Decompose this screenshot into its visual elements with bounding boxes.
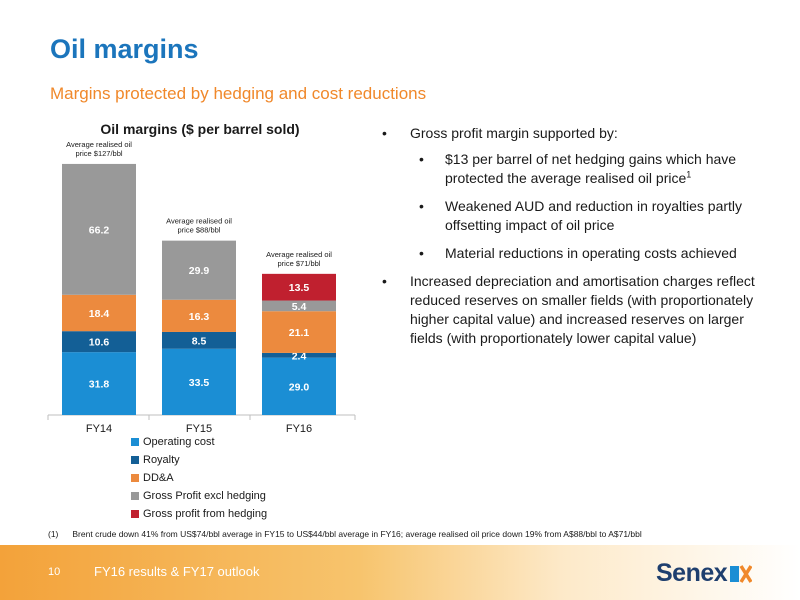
footnote-text: Brent crude down 41% from US$74/bbl aver…: [72, 529, 642, 539]
legend-label: Operating cost: [143, 436, 215, 448]
footnote-number: (1): [48, 529, 59, 539]
sub-bullet-aud: • Weakened AUD and reduction in royaltie…: [382, 197, 777, 235]
legend-swatch: [131, 456, 139, 464]
bullet-text: Increased depreciation and amortisation …: [410, 273, 755, 346]
data-label: 29.0: [289, 381, 310, 393]
bar-segment: [62, 294, 136, 332]
bar-segment: [162, 240, 236, 300]
x-tick-label: FY16: [286, 423, 312, 435]
bar-annotation: Average realised oil: [66, 140, 132, 149]
data-label: 13.5: [289, 282, 310, 294]
bar-segment: [262, 273, 336, 301]
bar-annotation: price $71/bbl: [278, 259, 321, 268]
bar-segment: [62, 352, 136, 415]
legend-item: Operating cost: [131, 433, 267, 451]
legend-item: DD&A: [131, 469, 267, 487]
data-label: 21.1: [289, 327, 310, 339]
footnote-ref: 1: [686, 169, 692, 180]
bullet-text: Material reductions in operating costs a…: [445, 245, 737, 261]
data-label: 8.5: [192, 335, 207, 347]
bullet-text: Weakened AUD and reduction in royalties …: [445, 198, 743, 233]
bullet-marker: •: [382, 273, 387, 289]
bar-segment: [162, 348, 236, 415]
bar-segment: [262, 311, 336, 353]
data-label: 66.2: [89, 224, 110, 236]
bar-segment: [162, 331, 236, 349]
legend-item: Gross Profit excl hedging: [131, 487, 267, 505]
logo-mark-icon: [730, 564, 753, 583]
bar-annotation: price $127/bbl: [75, 149, 122, 158]
data-label: 5.4: [292, 301, 307, 313]
bar-segment: [62, 163, 136, 295]
chart-legend: Operating cost Royalty DD&A Gross Profit ex…: [131, 433, 267, 523]
bar-segment: [162, 299, 236, 332]
bar-segment: [62, 331, 136, 353]
legend-swatch: [131, 492, 139, 500]
legend-label: Gross profit from hedging: [143, 508, 268, 520]
x-tick-label: FY14: [86, 423, 112, 435]
bar-annotation: Average realised oil: [166, 217, 232, 226]
bar-segment: [262, 300, 336, 312]
bullet-list: • Gross profit margin supported by: • $1…: [382, 124, 777, 355]
legend-swatch: [131, 510, 139, 518]
bullet-text: $13 per barrel of net hedging gains whic…: [445, 151, 737, 186]
bullet-gross-profit: • Gross profit margin supported by:: [382, 124, 777, 143]
bullet-marker: •: [419, 245, 424, 261]
legend-item: Gross profit from hedging: [131, 505, 267, 523]
sub-bullet-hedging: • $13 per barrel of net hedging gains wh…: [382, 150, 777, 188]
bar-segment: [262, 357, 336, 415]
bar-annotation: Average realised oil: [266, 250, 332, 259]
footnote: (1) Brent crude down 41% from US$74/bbl a…: [48, 529, 642, 539]
footer-text: FY16 results & FY17 outlook: [94, 564, 260, 579]
bar-segment: [262, 352, 336, 358]
bullet-marker: •: [419, 151, 424, 167]
senex-logo: Senex: [656, 559, 753, 588]
bullet-marker: •: [419, 198, 424, 214]
bullet-marker: •: [382, 125, 387, 141]
legend-label: DD&A: [143, 472, 174, 484]
data-label: 16.3: [189, 311, 210, 323]
data-label: 18.4: [89, 308, 110, 320]
bullet-depreciation: • Increased depreciation and amortisatio…: [382, 272, 777, 348]
legend-item: Royalty: [131, 451, 267, 469]
legend-label: Royalty: [143, 454, 180, 466]
page-subtitle: Margins protected by hedging and cost re…: [50, 84, 427, 103]
data-label: 33.5: [189, 377, 210, 389]
legend-swatch: [131, 474, 139, 482]
legend-swatch: [131, 438, 139, 446]
data-label: 2.4: [292, 350, 307, 362]
legend-label: Gross Profit excl hedging: [143, 490, 266, 502]
bullet-text: Gross profit margin supported by:: [410, 125, 618, 141]
data-label: 29.9: [189, 265, 210, 277]
bar-annotation: price $88/bbl: [178, 226, 221, 235]
chart-title: Oil margins ($ per barrel sold): [100, 121, 300, 137]
footer-band: [0, 545, 800, 600]
logo-wordmark: Senex: [656, 559, 728, 587]
data-label: 31.8: [89, 379, 110, 391]
sub-bullet-operating-costs: • Material reductions in operating costs…: [382, 244, 777, 263]
page-title: Oil margins: [50, 34, 199, 64]
data-label: 10.6: [89, 337, 110, 349]
page-number: 10: [48, 566, 61, 578]
